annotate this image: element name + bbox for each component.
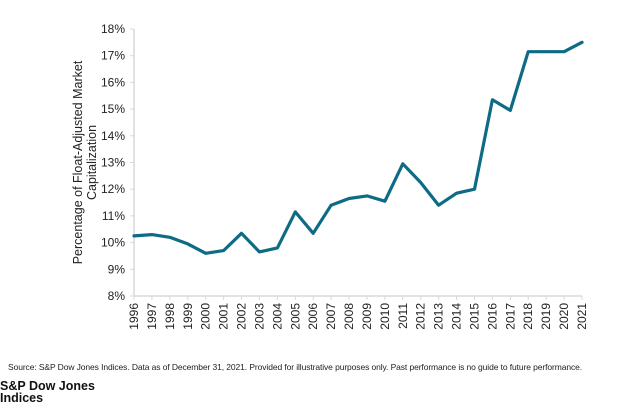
y-tick-label: 17% (101, 49, 125, 63)
x-tick-label: 2000 (199, 303, 213, 330)
x-tick-label: 2004 (270, 303, 284, 330)
series-group (132, 40, 584, 255)
brand-line-2: Indices (0, 391, 44, 405)
x-tick-label: 2014 (450, 303, 464, 330)
x-tick-label: 1996 (127, 303, 141, 330)
y-tick-label: 16% (101, 75, 125, 89)
series-line (132, 40, 584, 255)
x-tick-label: 2003 (252, 303, 266, 330)
x-tick-label: 1997 (145, 303, 159, 330)
y-axis: 8% 9% 10% 11% 12% 13% 14% 15% 16% 17% 18% (101, 22, 135, 303)
y-tick-label: 11% (102, 209, 125, 223)
x-tick-label: 2017 (503, 303, 517, 330)
y-tick-label: 9% (108, 262, 126, 276)
y-tick-label: 15% (101, 102, 125, 116)
x-tick-label: 2006 (306, 303, 320, 330)
x-axis: 1996 1997 1998 1999 2000 2001 2002 2003 2004 2005… (127, 295, 589, 330)
line-chart: 8% 9% 10% 11% 12% 13% 14% 15% 16% 17% 18% 1996 1997… (71, 22, 589, 330)
y-tick-label: 8% (108, 289, 126, 303)
source-note: Source: S&P Dow Jones Indices. Data as o… (8, 362, 583, 372)
x-tick-label: 1999 (181, 303, 195, 330)
x-tick-label: 2018 (521, 303, 535, 330)
y-tick-label: 13% (101, 156, 125, 170)
x-tick-label: 2021 (575, 303, 589, 330)
y-axis-title-line-2: Capitalization (85, 125, 99, 200)
x-tick-label: 2020 (557, 303, 571, 330)
x-tick-label: 2019 (539, 303, 553, 330)
x-tick-label: 2011 (396, 303, 410, 329)
x-tick-label: 2012 (414, 303, 428, 330)
y-axis-title-line-1: Percentage of Float-Adjusted Market (71, 60, 85, 264)
x-tick-label: 2013 (432, 303, 446, 330)
y-tick-label: 18% (101, 22, 125, 36)
x-tick-label: 2007 (324, 303, 338, 330)
y-tick-label: 10% (101, 236, 125, 250)
x-tick-label: 2001 (217, 303, 231, 330)
x-tick-label: 2016 (485, 303, 499, 330)
x-tick-label: 2010 (378, 303, 392, 330)
x-tick-label: 2002 (235, 303, 249, 330)
y-tick-label: 12% (101, 182, 125, 196)
x-tick-label: 1998 (163, 303, 177, 330)
x-tick-label: 2008 (342, 303, 356, 330)
x-tick-label: 2015 (467, 303, 481, 330)
brand-line-1: S&P Dow Jones (0, 379, 95, 393)
brand-logo-text: S&P Dow Jones Indices (0, 379, 95, 405)
x-tick-label: 2005 (288, 303, 302, 330)
y-tick-label: 14% (101, 129, 125, 143)
x-tick-label: 2009 (360, 303, 374, 330)
